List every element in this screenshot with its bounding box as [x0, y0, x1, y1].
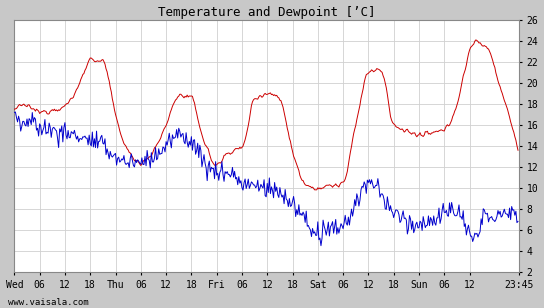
Title: Temperature and Dewpoint [ʼC]: Temperature and Dewpoint [ʼC]: [158, 6, 375, 18]
Text: www.vaisala.com: www.vaisala.com: [8, 298, 89, 307]
